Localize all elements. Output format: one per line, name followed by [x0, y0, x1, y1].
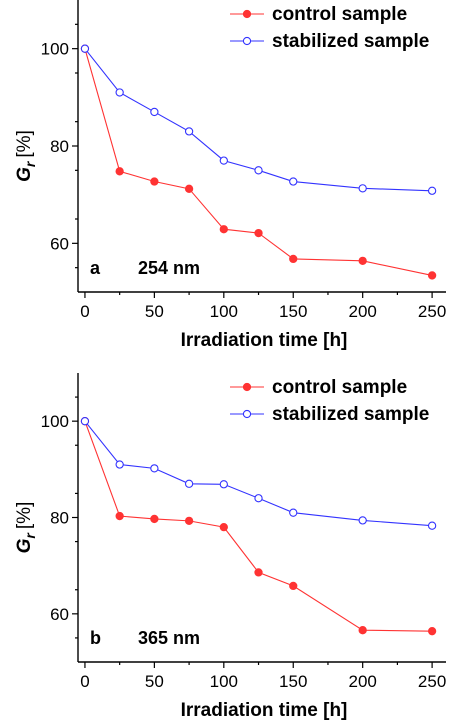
data-point-0	[358, 256, 367, 266]
data-point-0	[219, 225, 228, 234]
data-point-1	[150, 107, 159, 117]
series-line-0	[84, 420, 433, 632]
data-point-1	[427, 521, 437, 530]
x-tick-label: 150	[279, 302, 307, 321]
data-point-1	[184, 127, 194, 136]
y-tick-label: 80	[50, 509, 69, 528]
y-axis-label-main: G	[14, 538, 35, 553]
panel-label: b	[90, 628, 101, 648]
data-point-1	[219, 480, 228, 489]
x-tick-label: 100	[210, 672, 238, 691]
data-point-0	[150, 177, 159, 186]
y-tick-label: 60	[50, 605, 69, 624]
x-tick-label: 0	[80, 672, 89, 691]
legend-marker-0	[242, 9, 252, 19]
data-point-1	[254, 166, 263, 175]
y-axis-label-unit: [%]	[14, 502, 35, 529]
data-point-0	[358, 626, 367, 635]
legend-label-1: stabilized sample	[272, 31, 429, 52]
x-axis-label: Irradiation time [h]	[181, 330, 348, 351]
x-tick-label: 150	[279, 672, 307, 691]
data-point-0	[427, 271, 437, 280]
data-point-1	[358, 516, 367, 525]
y-axis-label: Gr [%]	[14, 502, 38, 554]
y-axis-label: Gr [%]	[14, 130, 38, 182]
data-point-0	[150, 514, 159, 524]
legend-label-0: control sample	[272, 377, 407, 398]
y-axis-label-sub: r	[22, 532, 38, 539]
y-axis-label-main: G	[14, 167, 35, 182]
wavelength-annotation: 254 nm	[138, 258, 200, 278]
x-axis-label: Irradiation time [h]	[181, 700, 348, 721]
data-point-1	[184, 479, 194, 488]
data-point-0	[254, 568, 263, 577]
data-point-0	[289, 254, 298, 264]
data-point-1	[219, 156, 228, 165]
y-tick-label: 80	[50, 137, 69, 156]
x-tick-label: 0	[80, 302, 89, 321]
y-tick-label: 100	[41, 40, 69, 59]
x-tick-label: 200	[348, 302, 376, 321]
series-line-1	[84, 420, 433, 527]
chart-panel-a: 0 50 100 150 200 250 60 80 100 Irradiation time […	[14, 0, 446, 351]
data-point-0	[289, 581, 298, 591]
x-tick-label: 100	[210, 302, 238, 321]
data-point-0	[115, 167, 124, 176]
x-tick-label: 50	[145, 672, 164, 691]
data-point-1	[80, 417, 90, 426]
y-axis-label-sub: r	[22, 160, 38, 167]
data-point-1	[358, 184, 367, 193]
data-point-1	[80, 44, 90, 53]
x-tick-label: 50	[145, 302, 164, 321]
x-tick-label: 250	[418, 672, 446, 691]
y-axis-label-unit: [%]	[14, 130, 35, 157]
y-tick-label: 60	[50, 234, 69, 253]
y-tick-label: 100	[41, 412, 69, 431]
data-point-0	[184, 184, 194, 193]
data-point-0	[254, 228, 263, 238]
legend-marker-1	[242, 409, 252, 419]
data-point-0	[115, 511, 124, 521]
data-point-1	[115, 88, 124, 97]
data-point-0	[184, 516, 194, 526]
chart-panel-b: 0 50 100 150 200 250 60 80 100 Irradiation time […	[14, 373, 446, 721]
legend-marker-0	[242, 382, 252, 392]
data-point-1	[289, 508, 298, 517]
panel-label: a	[90, 258, 101, 278]
legend-marker-1	[242, 36, 252, 46]
wavelength-annotation: 365 nm	[138, 628, 200, 648]
legend-label-0: control sample	[272, 4, 407, 25]
data-point-1	[427, 186, 437, 195]
data-point-0	[219, 522, 228, 532]
data-point-1	[254, 494, 263, 503]
x-tick-label: 200	[348, 672, 376, 691]
x-tick-label: 250	[418, 302, 446, 321]
data-point-1	[150, 464, 159, 473]
data-point-1	[289, 177, 298, 186]
legend-label-1: stabilized sample	[272, 404, 429, 425]
data-point-0	[427, 627, 437, 636]
data-point-1	[115, 460, 124, 469]
series-line-0	[84, 48, 433, 276]
